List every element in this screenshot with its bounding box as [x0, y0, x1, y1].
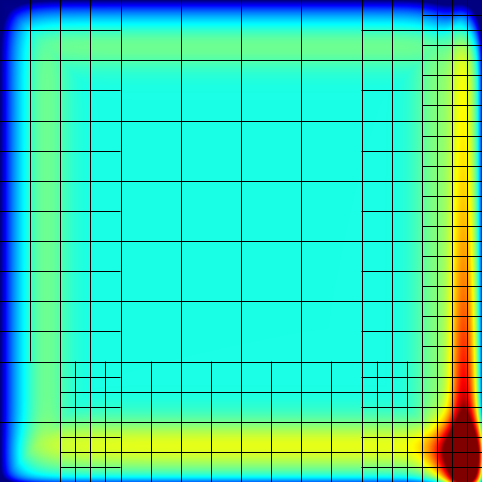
adaptive-mesh-overlay	[0, 0, 482, 482]
